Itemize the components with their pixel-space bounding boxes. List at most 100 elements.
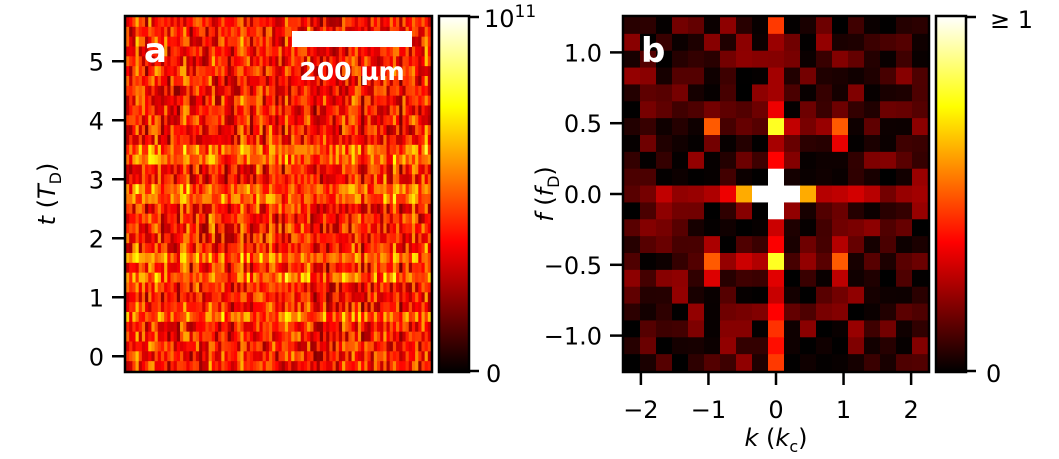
heatmap-a-cell	[307, 213, 311, 225]
heatmap-a-cell	[348, 203, 353, 215]
heatmap-a-cell	[265, 213, 270, 225]
heatmap-a-cell	[268, 272, 273, 284]
heatmap-a-cell	[218, 253, 222, 264]
heatmap-a-cell	[157, 95, 162, 107]
heatmap-a-cell	[354, 233, 359, 244]
heatmap-a-cell	[316, 115, 321, 126]
heatmap-a-cell	[288, 154, 292, 166]
heatmap-a-cell	[132, 17, 137, 28]
heatmap-a-cell	[224, 282, 229, 293]
heatmap-a-cell	[335, 203, 340, 215]
heatmap-a-cell	[367, 85, 372, 97]
heatmap-a-cell	[399, 66, 404, 77]
heatmap-a-cell	[291, 262, 295, 274]
heatmap-a-cell	[272, 17, 276, 28]
heatmap-a-cell	[278, 135, 283, 146]
heatmap-a-cell	[313, 262, 318, 274]
heatmap-a-cell	[205, 174, 210, 185]
heatmap-a-cell	[157, 321, 162, 333]
heatmap-b-cell	[832, 286, 849, 305]
heatmap-a-cell	[399, 203, 404, 215]
heatmap-a-cell	[284, 361, 289, 372]
heatmap-a-cell	[148, 223, 153, 234]
heatmap-b-cell	[816, 101, 833, 119]
heatmap-a-cell	[294, 115, 299, 126]
heatmap-a-cell	[278, 243, 283, 254]
heatmap-a-cell	[316, 233, 321, 244]
heatmap-a-cell	[380, 135, 384, 146]
heatmap-a-cell	[262, 66, 267, 77]
heatmap-a-cell	[405, 262, 410, 274]
heatmap-a-cell	[386, 272, 391, 284]
heatmap-a-cell	[338, 302, 343, 313]
heatmap-a-cell	[389, 213, 394, 225]
heatmap-b-cell	[720, 33, 737, 52]
heatmap-a-cell	[129, 125, 133, 136]
heatmap-a-cell	[326, 272, 330, 284]
heatmap-a-cell	[278, 312, 283, 323]
heatmap-a-cell	[259, 292, 264, 303]
heatmap-a-cell	[342, 361, 346, 372]
heatmap-a-cell	[214, 272, 219, 284]
heatmap-a-cell	[218, 36, 222, 48]
heatmap-a-cell	[329, 17, 334, 28]
heatmap-b-cell	[640, 303, 657, 322]
heatmap-a-cell	[411, 184, 416, 195]
heatmap-a-cell	[415, 174, 419, 185]
heatmap-a-cell	[237, 46, 241, 57]
heatmap-a-cell	[170, 76, 175, 87]
heatmap-a-cell	[338, 253, 343, 264]
heatmap-a-cell	[230, 302, 235, 313]
heatmap-a-cell	[345, 233, 349, 244]
heatmap-a-cell	[427, 321, 432, 333]
heatmap-a-cell	[329, 272, 334, 284]
heatmap-a-cell	[348, 351, 353, 362]
heatmap-a-cell	[167, 105, 172, 116]
heatmap-a-cell	[243, 95, 248, 107]
heatmap-a-cell	[256, 26, 261, 38]
heatmap-a-cell	[218, 203, 222, 215]
heatmap-a-cell	[316, 213, 321, 225]
heatmap-a-cell	[192, 154, 197, 166]
heatmap-b-cell	[720, 354, 737, 372]
heatmap-a-cell	[415, 282, 419, 293]
heatmap-a-cell	[307, 302, 311, 313]
heatmap-a-cell	[154, 351, 159, 362]
heatmap-a-cell	[186, 194, 191, 205]
heatmap-a-cell	[183, 194, 187, 205]
heatmap-a-cell	[132, 203, 137, 215]
heatmap-a-cell	[227, 76, 232, 87]
heatmap-a-cell	[208, 85, 213, 97]
heatmap-a-cell	[262, 302, 267, 313]
heatmap-a-cell	[351, 144, 356, 156]
heatmap-a-cell	[313, 223, 318, 234]
heatmap-a-cell	[288, 26, 292, 38]
heatmap-a-cell	[284, 36, 289, 48]
heatmap-a-cell	[129, 341, 133, 352]
heatmap-a-cell	[154, 125, 159, 136]
heatmap-a-cell	[157, 194, 162, 205]
heatmap-b-cell	[672, 135, 689, 153]
heatmap-a-cell	[307, 184, 311, 195]
heatmap-a-cell	[145, 292, 149, 303]
heatmap-a-cell	[411, 17, 416, 28]
heatmap-a-cell	[138, 292, 143, 303]
heatmap-b-cell	[688, 101, 705, 119]
heatmap-a-cell	[151, 262, 156, 274]
heatmap-a-cell	[335, 115, 340, 126]
heatmap-a-cell	[208, 361, 213, 372]
heatmap-a-cell	[129, 105, 133, 116]
heatmap-a-cell	[332, 85, 337, 97]
heatmap-a-cell	[373, 105, 378, 116]
heatmap-a-cell	[265, 194, 270, 205]
heatmap-a-cell	[303, 262, 308, 274]
heatmap-a-cell	[402, 223, 407, 234]
heatmap-a-cell	[373, 66, 378, 77]
heatmap-a-cell	[297, 262, 302, 274]
heatmap-a-cell	[319, 174, 324, 185]
heatmap-b-cell	[688, 84, 705, 102]
heatmap-a-cell	[329, 312, 334, 323]
heatmap-a-cell	[129, 154, 133, 166]
heatmap-a-cell	[427, 351, 432, 362]
heatmap-b-cell	[864, 320, 881, 338]
